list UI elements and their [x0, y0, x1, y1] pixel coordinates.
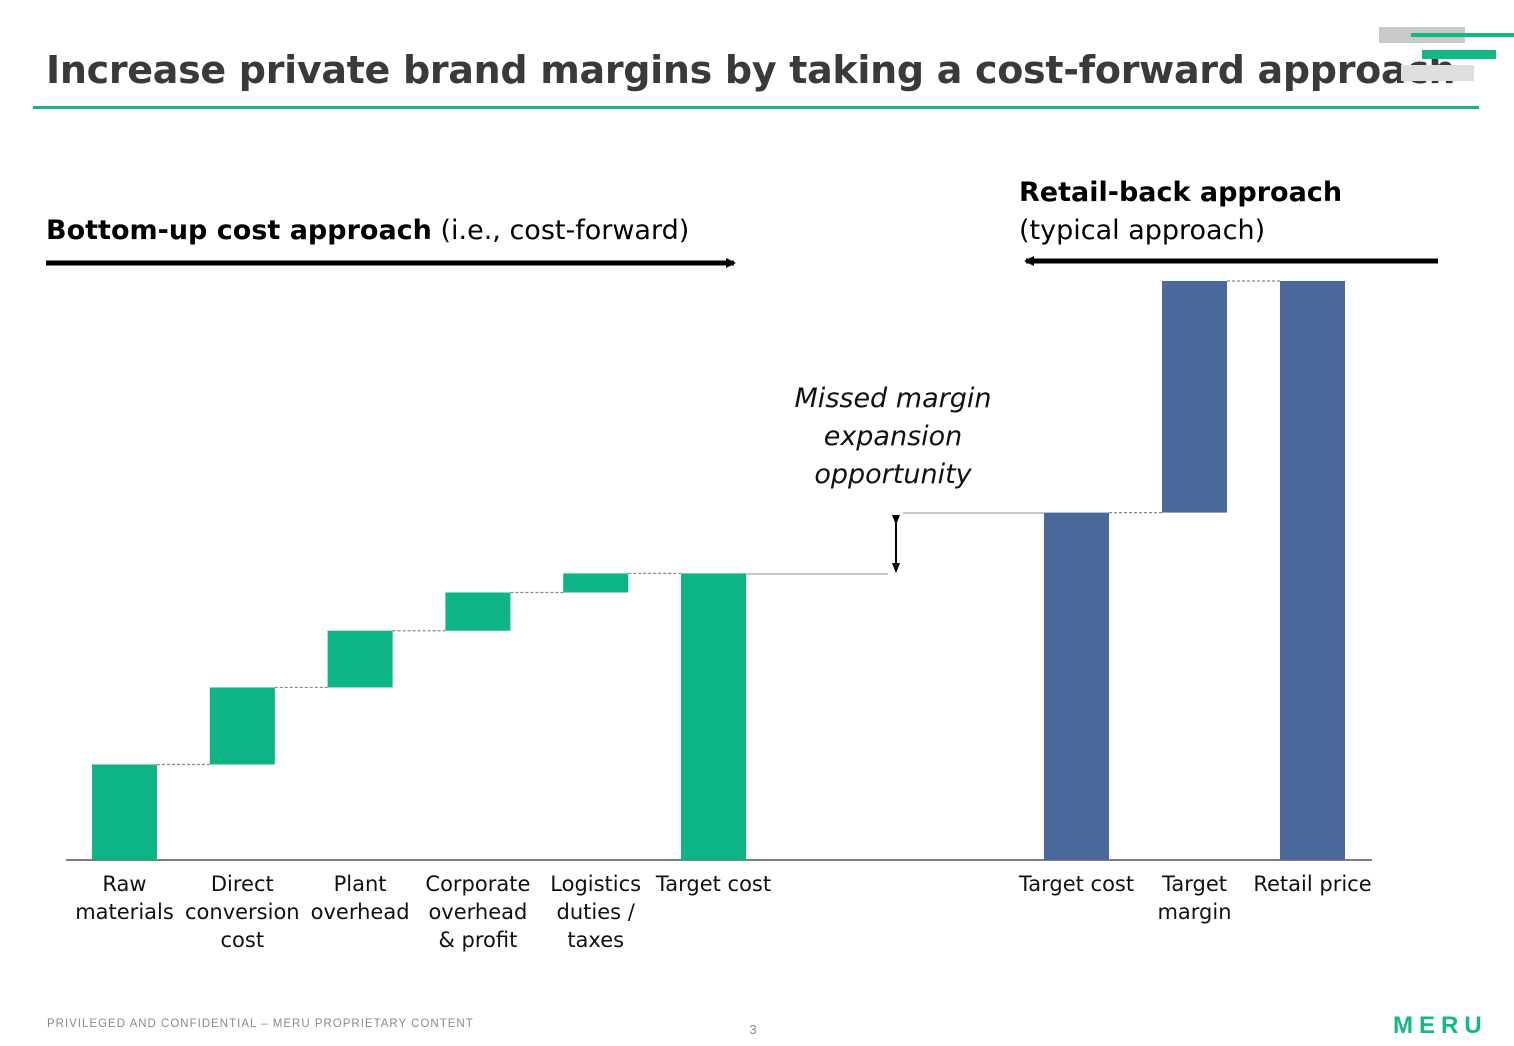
retail-back-category-label-2-line-1: Target — [1161, 872, 1227, 896]
decor-bar-grey-2 — [1401, 65, 1474, 81]
bottom-up-category-label-1-line-1: Raw — [102, 872, 146, 896]
confidential-notice: PRIVILEGED AND CONFIDENTIAL – MERU PROPR… — [47, 1018, 474, 1030]
bottom-up-bar-2 — [209, 687, 275, 765]
bottom-up-category-label-2: Direct conversion cost — [185, 872, 300, 952]
bottom-up-bar-3 — [327, 630, 393, 688]
retail-back-category-label-1: Target cost — [1018, 872, 1134, 896]
retail-back-category-label-2: Target margin — [1157, 872, 1231, 924]
bottom-up-category-label-4-line-1: Corporate — [425, 872, 530, 896]
retail-back-bar-2 — [1162, 281, 1227, 513]
bottom-up-category-label-3-line-1: Plant — [334, 872, 387, 896]
page-number: 3 — [749, 1022, 757, 1037]
retail-back-heading-light: (typical approach) — [1019, 215, 1266, 246]
bottom-up-category-label-4: Corporate overhead & profit — [425, 872, 530, 952]
annotation-line-2: expansion — [823, 421, 963, 452]
retail-back-category-label-2-line-2: margin — [1157, 900, 1231, 924]
bottom-up-bar-5 — [563, 573, 629, 593]
annotation-line-3: opportunity — [814, 459, 972, 490]
bottom-up-category-label-4-line-3: & profit — [438, 928, 517, 952]
meru-logo: MERU — [1393, 1012, 1488, 1039]
bottom-up-category-label-4-line-2: overhead — [428, 900, 527, 924]
retail-back-heading-bold: Retail-back approach — [1019, 177, 1343, 208]
bottom-up-heading: Bottom-up cost approach (i.e., cost-forw… — [46, 212, 689, 250]
missed-margin-annotation: Missed margin expansion opportunity — [770, 380, 1016, 494]
annotation-line-1: Missed margin — [794, 383, 992, 414]
bottom-up-category-label-6: Target cost — [655, 872, 771, 896]
bottom-up-category-label-1-line-2: materials — [75, 900, 174, 924]
bottom-up-category-label-5: Logistics duties / taxes — [550, 872, 641, 952]
bottom-up-category-label-2-line-2: conversion — [185, 900, 300, 924]
bottom-up-category-label-5-line-2: duties / — [557, 900, 636, 924]
page-title: Increase private brand margins by taking… — [46, 48, 1456, 92]
bottom-up-heading-bold: Bottom-up cost approach — [46, 215, 432, 246]
bottom-up-bar-4 — [445, 592, 511, 631]
retail-back-heading: Retail-back approach (typical approach) — [1019, 174, 1342, 250]
retail-back-category-label-1-line-1: Target cost — [1018, 872, 1134, 896]
retail-back-category-label-3-line-1: Retail price — [1253, 872, 1371, 896]
bottom-up-category-label-3: Plant overhead — [311, 872, 410, 924]
retail-back-category-label-3: Retail price — [1253, 872, 1371, 896]
bottom-up-category-label-5-line-1: Logistics — [550, 872, 641, 896]
bottom-up-category-label-2-line-1: Direct — [211, 872, 274, 896]
bottom-up-bar-6 — [681, 573, 746, 860]
bottom-up-category-label-1: Raw materials — [75, 872, 174, 924]
bottom-up-category-label-3-line-2: overhead — [311, 900, 410, 924]
bottom-up-bar-1 — [92, 764, 157, 860]
title-underline — [33, 106, 1479, 109]
bottom-up-heading-light: (i.e., cost-forward) — [431, 215, 690, 246]
decor-bar-green-1 — [1411, 33, 1514, 37]
bottom-up-category-label-2-line-3: cost — [221, 928, 265, 952]
retail-back-bar-1 — [1044, 512, 1109, 860]
bottom-up-category-label-5-line-3: taxes — [567, 928, 624, 952]
decor-bar-green-2 — [1422, 50, 1496, 59]
bottom-up-category-label-6-line-1: Target cost — [655, 872, 771, 896]
retail-back-bar-3 — [1280, 281, 1345, 860]
